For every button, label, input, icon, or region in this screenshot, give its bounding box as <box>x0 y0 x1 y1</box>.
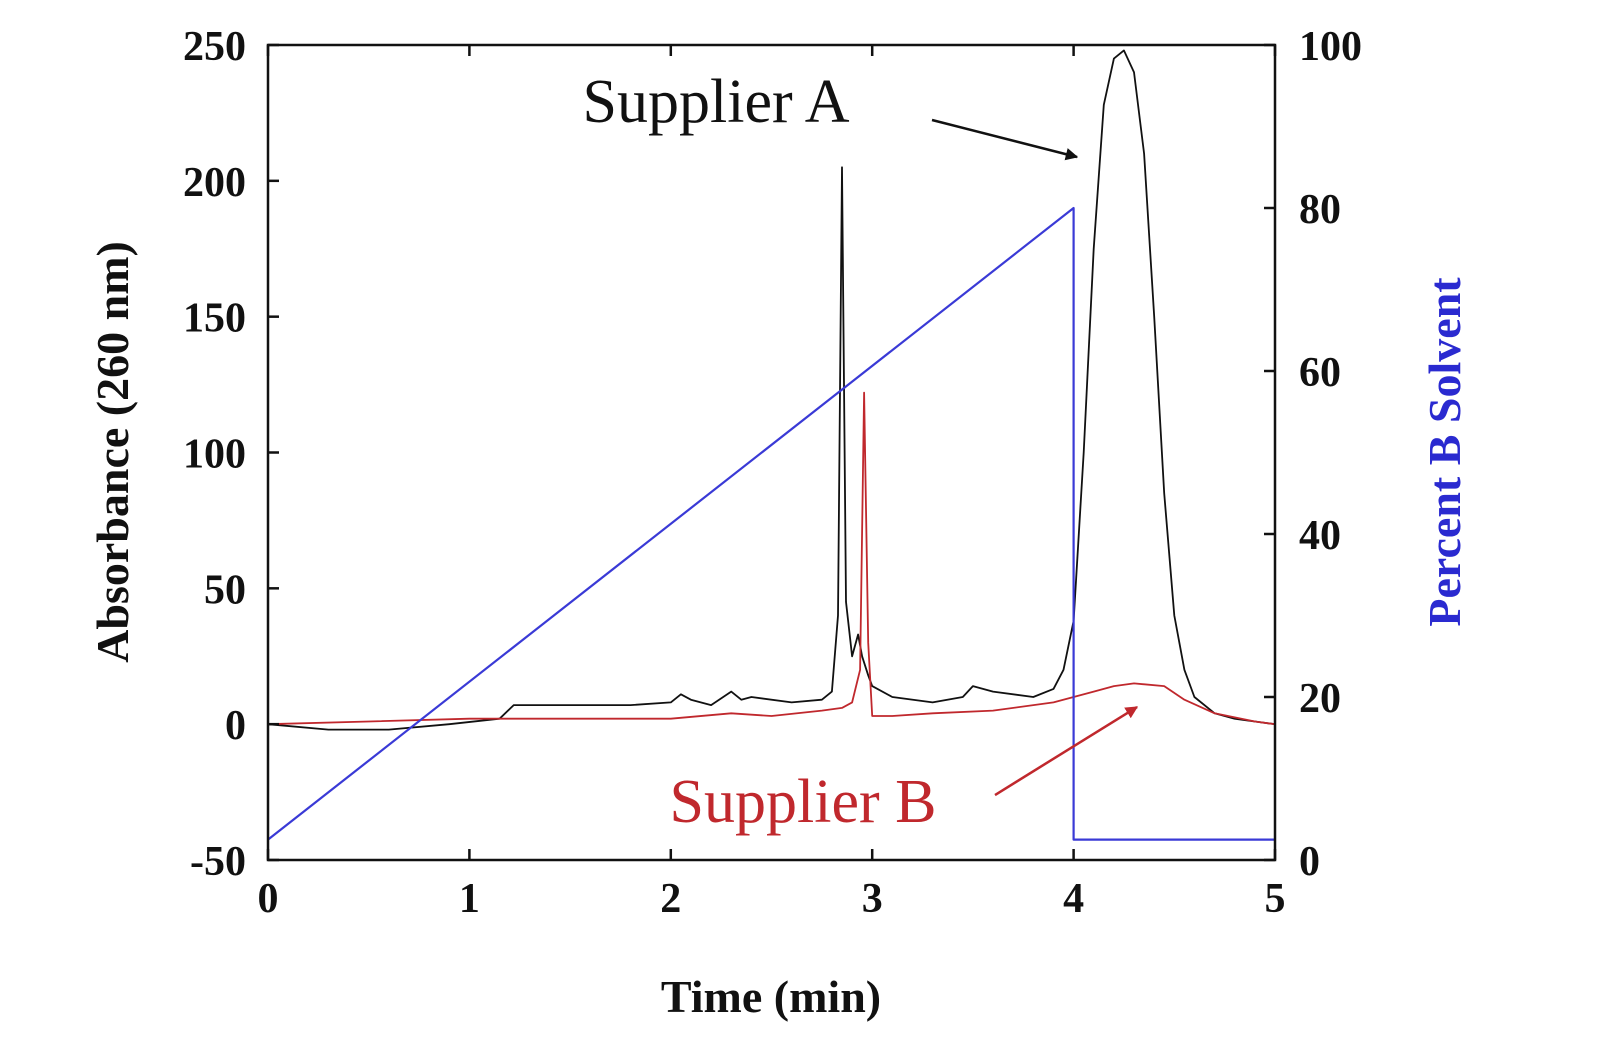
y-right-tick-label: 60 <box>1299 350 1341 396</box>
supplier-b-annotation: Supplier B <box>670 768 937 836</box>
y-right-tick-label: 80 <box>1299 187 1341 233</box>
plot-frame <box>266 43 1277 862</box>
x-axis-title: Time (min) <box>661 971 881 1022</box>
x-tick-label: 1 <box>459 876 480 922</box>
supplier-b-arrow <box>994 705 1139 797</box>
y-right-tick-label: 0 <box>1299 839 1320 885</box>
y-left-axis-title: Absorbance (260 nm) <box>87 241 138 663</box>
supplier-a-annotation: Supplier A <box>583 68 850 136</box>
y-right-tick-label: 100 <box>1299 24 1362 70</box>
supplier-a-arrow <box>931 118 1079 161</box>
y-left-tick-label: 250 <box>183 24 246 70</box>
y-left-tick-label: 100 <box>183 432 246 478</box>
y-left-tick-label: 150 <box>183 296 246 342</box>
y-right-tick-label: 40 <box>1299 513 1341 559</box>
y-left-tick-label: 0 <box>225 703 246 749</box>
x-tick-label: 5 <box>1265 876 1286 922</box>
x-tick-label: 4 <box>1063 876 1084 922</box>
series-line-supplier-b <box>267 391 1276 726</box>
ticks-layer <box>266 43 1277 862</box>
x-tick-label: 3 <box>862 876 883 922</box>
y-left-tick-label: 200 <box>183 160 246 206</box>
x-tick-label: 2 <box>660 876 681 922</box>
series-layer <box>267 49 1276 841</box>
series-line-percent-b-solvent <box>267 206 1275 841</box>
y-right-tick-label: 20 <box>1299 676 1341 722</box>
y-left-tick-label: -50 <box>190 839 246 885</box>
y-right-axis-title: Percent B Solvent <box>1419 277 1470 627</box>
y-left-tick-label: 50 <box>204 567 246 613</box>
x-tick-label: 0 <box>258 876 279 922</box>
series-line-supplier-a <box>267 49 1276 731</box>
